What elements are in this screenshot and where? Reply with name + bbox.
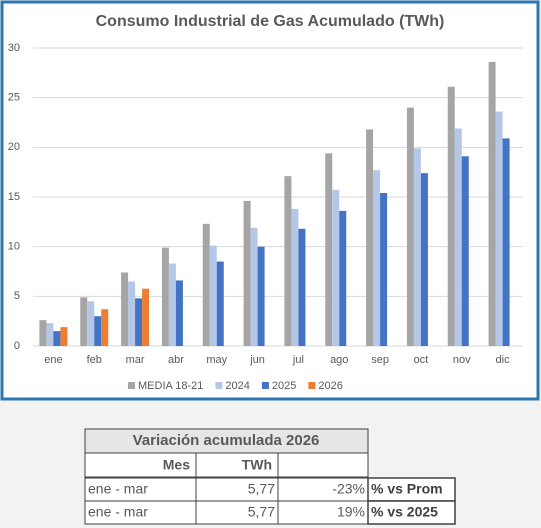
table-cell-text: 19% bbox=[337, 504, 365, 520]
y-tick-label: 20 bbox=[8, 141, 20, 153]
bar bbox=[454, 128, 462, 346]
bar bbox=[502, 138, 510, 346]
legend-label: 2024 bbox=[225, 380, 249, 392]
bar bbox=[461, 156, 469, 346]
bar bbox=[94, 316, 102, 346]
y-tick-label: 10 bbox=[8, 241, 20, 253]
table-cell-text: ene - mar bbox=[88, 504, 148, 520]
table-title-cell bbox=[84, 428, 369, 454]
y-tick-label: 5 bbox=[14, 290, 20, 302]
table-cell-text: -23% bbox=[332, 481, 365, 497]
bar bbox=[495, 111, 503, 346]
y-tick-label: 30 bbox=[8, 42, 20, 54]
table-cell bbox=[367, 500, 456, 525]
table-header-row bbox=[84, 452, 279, 478]
x-tick-label: dic bbox=[496, 354, 511, 366]
bar bbox=[87, 301, 95, 346]
legend-swatch bbox=[215, 382, 223, 389]
bar bbox=[121, 272, 129, 346]
legend-label: 2026 bbox=[318, 380, 342, 392]
bar bbox=[46, 323, 54, 346]
x-tick-label: oct bbox=[414, 354, 429, 366]
y-tick-label: 15 bbox=[8, 191, 20, 203]
bar bbox=[101, 309, 109, 346]
bar bbox=[243, 200, 251, 346]
chart-title: Consumo Industrial de Gas Acumulado (TWh… bbox=[96, 13, 445, 30]
legend-swatch bbox=[128, 382, 135, 389]
bar bbox=[420, 173, 428, 346]
bar bbox=[60, 327, 68, 346]
legend-label: 2025 bbox=[272, 380, 296, 392]
bar bbox=[53, 331, 61, 346]
bar bbox=[39, 320, 47, 346]
x-tick-label: sep bbox=[371, 354, 389, 366]
bar bbox=[128, 281, 136, 346]
bar bbox=[216, 261, 224, 346]
bar bbox=[325, 153, 333, 346]
x-tick-label: jun bbox=[249, 354, 265, 366]
bar bbox=[80, 297, 88, 346]
bar bbox=[209, 245, 217, 346]
bar bbox=[142, 288, 150, 346]
table-title: Variación acumulada 2026 bbox=[133, 432, 320, 449]
bar bbox=[298, 228, 306, 346]
bar bbox=[202, 223, 210, 346]
y-tick-label: 25 bbox=[8, 92, 20, 104]
bar bbox=[406, 107, 414, 346]
x-tick-label: ene bbox=[44, 354, 62, 366]
table-cell-text: % vs Prom bbox=[371, 481, 443, 497]
bar bbox=[250, 227, 258, 346]
table-cell-text: % vs 2025 bbox=[371, 504, 438, 520]
bar bbox=[339, 210, 347, 346]
legend-swatch bbox=[308, 382, 316, 389]
table-header-cell bbox=[277, 452, 369, 478]
x-tick-label: feb bbox=[87, 354, 102, 366]
bar bbox=[161, 247, 169, 346]
table-cell-text: 5,77 bbox=[248, 481, 275, 497]
bar bbox=[366, 129, 374, 346]
x-tick-label: ago bbox=[330, 354, 348, 366]
bar bbox=[168, 263, 176, 346]
bar bbox=[373, 170, 381, 346]
table-header: TWh bbox=[242, 457, 272, 473]
legend-label: MEDIA 18-21 bbox=[138, 380, 203, 392]
bar bbox=[291, 208, 299, 346]
bar bbox=[135, 298, 143, 346]
bar bbox=[447, 86, 455, 347]
bar bbox=[257, 246, 265, 346]
bar bbox=[380, 193, 388, 346]
x-tick-label: jul bbox=[292, 354, 304, 366]
bar bbox=[284, 176, 292, 346]
bar bbox=[332, 190, 340, 346]
bar bbox=[413, 148, 421, 346]
table-cell-text: 5,77 bbox=[248, 504, 275, 520]
x-tick-label: mar bbox=[126, 354, 145, 366]
x-tick-label: may bbox=[206, 354, 227, 366]
table-cell-text: ene - mar bbox=[88, 481, 148, 497]
bar bbox=[488, 61, 496, 346]
x-tick-label: nov bbox=[453, 354, 471, 366]
x-tick-label: abr bbox=[168, 354, 184, 366]
legend-swatch bbox=[261, 382, 269, 389]
table-header: Mes bbox=[163, 457, 190, 473]
bar bbox=[175, 280, 183, 346]
y-tick-label: 0 bbox=[14, 340, 20, 352]
